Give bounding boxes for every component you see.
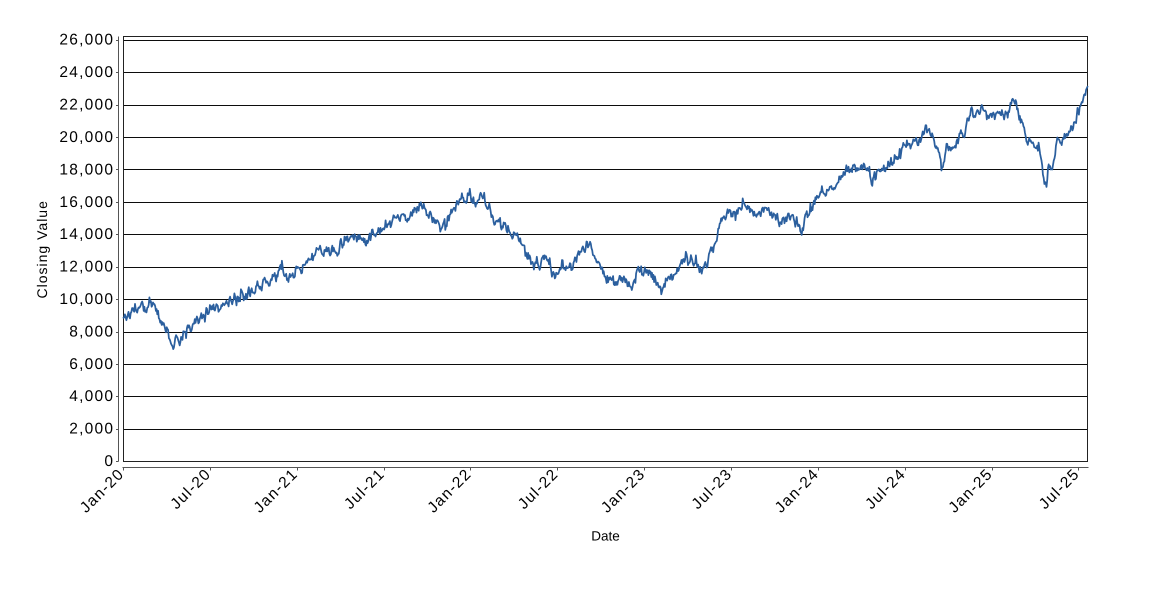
svg-text:24,000: 24,000 <box>59 64 114 81</box>
svg-text:22,000: 22,000 <box>59 97 114 114</box>
svg-text:26,000: 26,000 <box>59 32 114 49</box>
svg-text:Date: Date <box>591 529 620 544</box>
svg-text:0: 0 <box>104 453 114 470</box>
svg-text:6,000: 6,000 <box>69 356 114 373</box>
svg-text:14,000: 14,000 <box>59 226 114 243</box>
svg-text:8,000: 8,000 <box>69 323 114 340</box>
svg-text:20,000: 20,000 <box>59 129 114 146</box>
svg-text:2,000: 2,000 <box>69 421 114 438</box>
svg-text:10,000: 10,000 <box>59 291 114 308</box>
svg-text:4,000: 4,000 <box>69 388 114 405</box>
svg-text:16,000: 16,000 <box>59 194 114 211</box>
svg-text:18,000: 18,000 <box>59 161 114 178</box>
svg-text:Closing Value: Closing Value <box>34 200 50 298</box>
svg-text:12,000: 12,000 <box>59 259 114 276</box>
